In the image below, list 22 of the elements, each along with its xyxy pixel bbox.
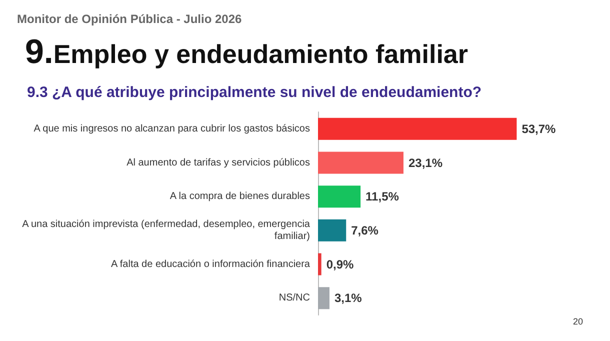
bar: [318, 253, 322, 276]
bar: [318, 118, 517, 140]
data-label: 0,9%: [326, 257, 354, 272]
bar: [318, 219, 346, 242]
chart-subtitle: 9.3 ¿A qué atribuye principalmente su nivel de endeudamiento?: [27, 84, 482, 101]
y-tick-label: A falta de educación o información financiera: [110, 258, 310, 270]
bar: [318, 287, 330, 310]
y-tick-label: Al aumento de tarifas y servicios públicos: [126, 157, 310, 168]
data-label: 3,1%: [334, 291, 362, 306]
data-label: 23,1%: [408, 156, 443, 170]
y-tick-label: A una situación imprevista (enfermedad, desempleo, emergencia familiar): [22, 218, 310, 242]
chart-title: 9.Empleo y endeudamiento familiar: [25, 33, 468, 71]
bar: [318, 152, 404, 174]
text: Monitor de Opinión Pública - Julio 2026: [17, 12, 242, 26]
data-label: 7,6%: [351, 223, 379, 238]
bar: [318, 186, 361, 208]
data-label: 11,5%: [366, 190, 400, 204]
data-label: 53,7%: [522, 122, 556, 136]
text: 20: [572, 316, 584, 326]
y-tick-label: A la compra de bienes durables: [170, 191, 310, 202]
y-tick-label: A que mis ingresos no alcanzan para cubrir los gastos básicos: [34, 123, 310, 134]
y-tick-label: NS/NC: [278, 292, 310, 304]
